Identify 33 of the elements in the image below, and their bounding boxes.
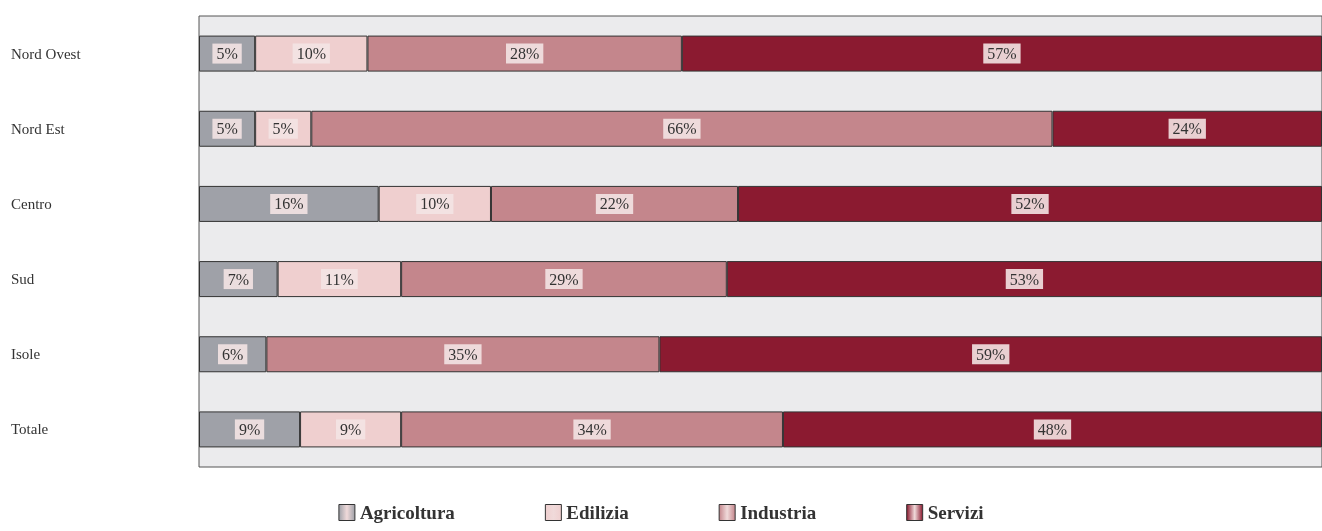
data-label: 34% [577,420,607,438]
data-label: 9% [238,420,261,438]
y-tick-label: Sud [11,271,35,288]
data-label: 53% [1009,270,1040,288]
legend-label: Agricoltura [359,502,456,523]
data-label: 48% [1037,420,1068,438]
data-label: 16% [274,195,304,213]
data-label: 11% [325,270,354,288]
legend-label: Industria [740,502,817,523]
data-label: 9% [339,420,362,438]
y-tick-label: Nord Est [11,120,66,137]
data-label: 7% [227,270,249,288]
y-tick-label: Centro [11,195,52,212]
data-label: 28% [510,45,540,63]
data-label: 24% [1172,120,1202,138]
data-label: 57% [987,45,1017,63]
y-tick-label: Isole [11,346,41,363]
data-label: 59% [976,345,1006,363]
data-label: 29% [549,270,579,288]
data-label: 52% [1015,195,1045,213]
data-label: 5% [216,120,238,138]
data-label: 10% [420,195,450,213]
y-tick-label: Totale [11,421,49,438]
data-label: 10% [296,45,326,63]
legend-label: Servizi [927,502,984,523]
data-label: 6% [222,345,244,363]
data-label: 35% [448,345,478,363]
data-label: 5% [216,45,238,63]
data-label: 5% [272,120,294,138]
y-tick-label: Nord Ovest [11,45,82,62]
data-label: 66% [667,120,697,138]
legend-label: Edilizia [566,502,630,523]
data-label: 22% [599,195,630,213]
